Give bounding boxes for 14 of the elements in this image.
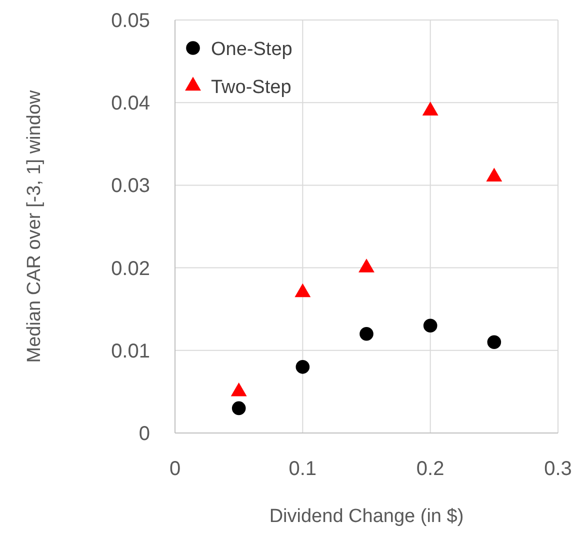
x-tick-label: 0 bbox=[169, 458, 181, 480]
y-tick-label: 0.05 bbox=[111, 10, 150, 32]
legend-label: Two-Step bbox=[211, 77, 292, 98]
y-tick-label: 0 bbox=[138, 423, 150, 445]
y-axis-title: Median CAR over [-3, 1] window bbox=[24, 90, 45, 363]
x-tick-label: 0.1 bbox=[288, 458, 317, 480]
y-tick-label: 0.01 bbox=[111, 340, 150, 362]
y-tick-label: 0.02 bbox=[111, 258, 150, 280]
x-tick-label: 0.3 bbox=[544, 458, 572, 480]
y-tick-label: 0.04 bbox=[111, 92, 150, 115]
x-axis-title: Dividend Change (in $) bbox=[269, 506, 464, 527]
legend-label: One-Step bbox=[211, 39, 292, 60]
x-tick-label: 0.2 bbox=[416, 458, 444, 480]
y-tick-label: 0.03 bbox=[111, 175, 150, 198]
